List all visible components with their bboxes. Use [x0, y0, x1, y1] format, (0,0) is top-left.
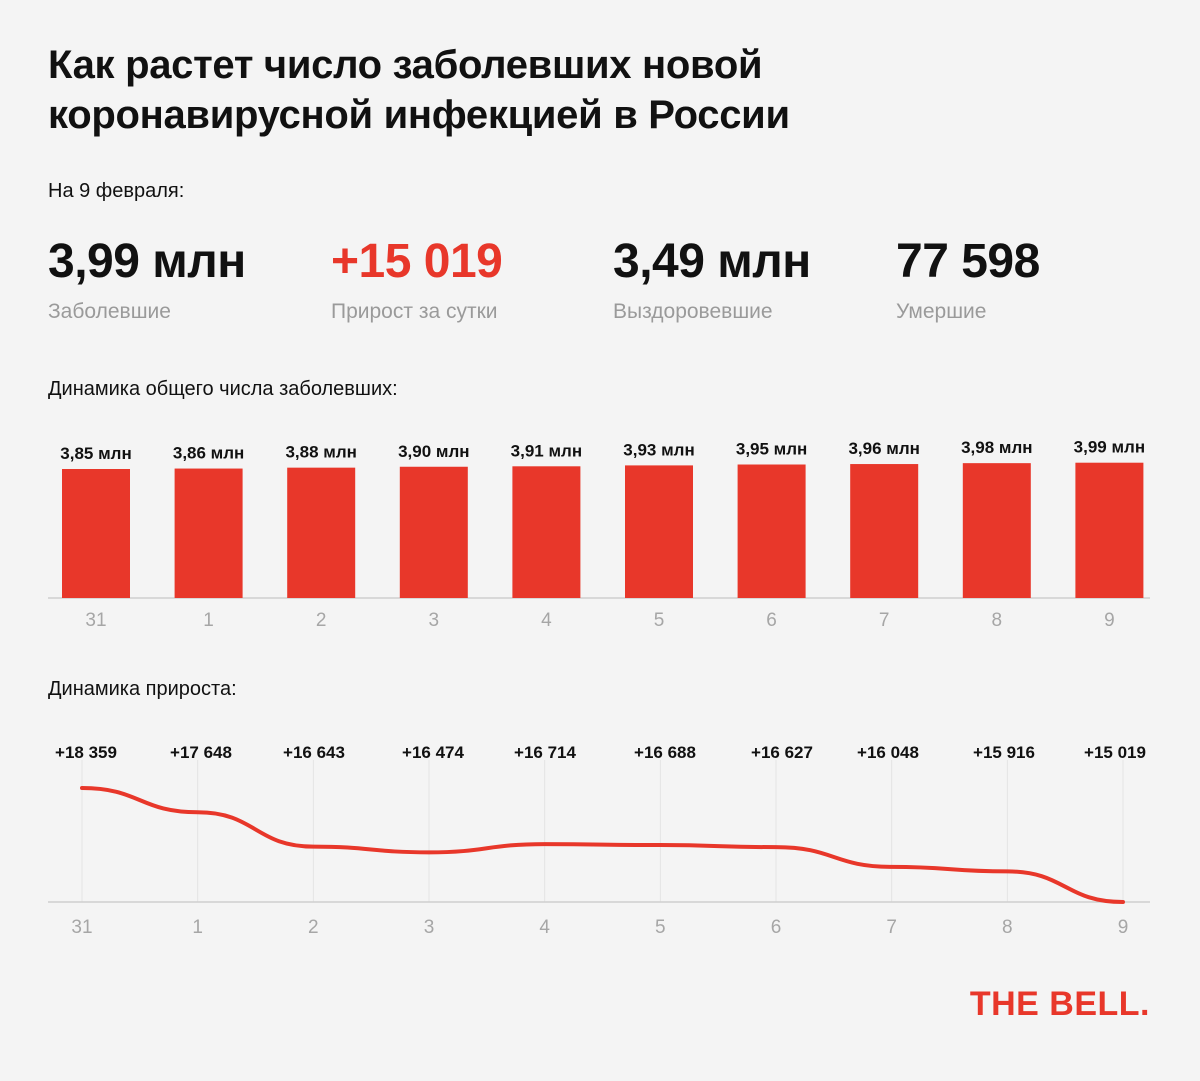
bar-value-label-7: 3,96 млн — [848, 439, 919, 458]
line-x-tick-4: 4 — [539, 917, 550, 938]
line-value-label-8: +15 916 — [973, 743, 1035, 762]
bar-x-tick-5: 5 — [654, 610, 665, 631]
bar-value-label-6: 3,95 млн — [736, 440, 807, 459]
line-value-label-9: +15 019 — [1084, 743, 1146, 762]
line-chart-title: Динамика прироста: — [48, 678, 237, 700]
bar-x-tick-31: 31 — [85, 610, 106, 631]
bar-7 — [850, 464, 919, 598]
line-value-label-6: +16 627 — [751, 743, 813, 762]
line-value-label-5: +16 688 — [634, 743, 696, 762]
logo: THE BELL. — [969, 985, 1150, 1023]
bar-x-tick-7: 7 — [879, 610, 890, 631]
stat-cases: 3,99 млн Заболевшие — [48, 232, 246, 324]
line-chart: +18 359 31 +17 648 1 +16 643 2 +16 474 3 +16 714… — [48, 743, 1150, 938]
stat-recovered-value: 3,49 млн — [613, 235, 811, 288]
bar-x-tick-2: 2 — [316, 610, 327, 631]
line-x-tick-9: 9 — [1118, 917, 1129, 938]
bar-31 — [62, 469, 130, 598]
line-x-tick-31: 31 — [71, 917, 92, 938]
line-x-tick-1: 1 — [192, 917, 203, 938]
page-title: Как растет число заболевших новой корона… — [48, 43, 790, 137]
bar-x-tick-1: 1 — [203, 610, 214, 631]
stat-recovered-label: Выздоровевшие — [613, 300, 773, 323]
line-value-label-4: +16 714 — [514, 743, 576, 762]
stat-cases-value: 3,99 млн — [48, 235, 246, 288]
stat-deaths-label: Умершие — [896, 300, 987, 323]
bar-4 — [512, 466, 581, 598]
line-series-increase — [80, 786, 1125, 904]
bar-x-tick-9: 9 — [1104, 610, 1115, 631]
line-x-tick-2: 2 — [308, 917, 319, 938]
line-value-label-2: +16 643 — [283, 743, 345, 762]
stat-cases-label: Заболевшие — [48, 300, 171, 323]
bar-value-label-3: 3,90 млн — [398, 442, 469, 461]
line-value-label-31: +18 359 — [55, 743, 117, 762]
bar-5 — [625, 465, 693, 598]
bar-value-label-8: 3,98 млн — [961, 438, 1032, 457]
stat-deaths-value: 77 598 — [896, 235, 1040, 288]
bar-value-label-5: 3,93 млн — [623, 440, 694, 459]
bar-x-tick-6: 6 — [766, 610, 777, 631]
stat-daily-increase-label: Прирост за сутки — [331, 300, 498, 323]
stat-daily-increase: +15 019 Прирост за сутки — [331, 232, 503, 324]
bar-x-tick-4: 4 — [541, 610, 552, 631]
date-label: На 9 февраля: — [48, 180, 185, 202]
line-x-tick-6: 6 — [771, 917, 782, 938]
line-x-tick-5: 5 — [655, 917, 666, 938]
stat-deaths: 77 598 Умершие — [896, 232, 1040, 324]
bar-x-tick-8: 8 — [992, 610, 1003, 631]
bar-value-label-4: 3,91 млн — [511, 441, 582, 460]
line-value-label-1: +17 648 — [170, 743, 232, 762]
bar-value-label-9: 3,99 млн — [1074, 438, 1145, 457]
line-x-tick-8: 8 — [1002, 917, 1013, 938]
line-x-tick-7: 7 — [886, 917, 897, 938]
bar-9 — [1075, 462, 1144, 598]
line-value-label-3: +16 474 — [402, 743, 464, 762]
bar-value-label-31: 3,85 млн — [60, 444, 131, 463]
line-x-tick-3: 3 — [424, 917, 435, 938]
stat-recovered: 3,49 млн Выздоровевшие — [613, 232, 811, 324]
line-value-label-7: +16 048 — [857, 743, 919, 762]
bar-value-label-1: 3,86 млн — [173, 444, 244, 463]
bar-3 — [399, 466, 468, 598]
bar-8 — [962, 463, 1031, 598]
bar-x-tick-3: 3 — [429, 610, 440, 631]
bar-value-label-2: 3,88 млн — [285, 443, 356, 462]
bar-2 — [287, 467, 356, 598]
stat-daily-increase-value: +15 019 — [331, 235, 503, 288]
bar-1 — [174, 468, 243, 598]
bar-chart: 3,85 млн 31 3,86 млн 1 3,88 млн 2 3,90 млн 3 3,9… — [48, 438, 1150, 631]
bar-6 — [737, 464, 806, 598]
bar-chart-title: Динамика общего числа заболевших: — [48, 378, 398, 400]
